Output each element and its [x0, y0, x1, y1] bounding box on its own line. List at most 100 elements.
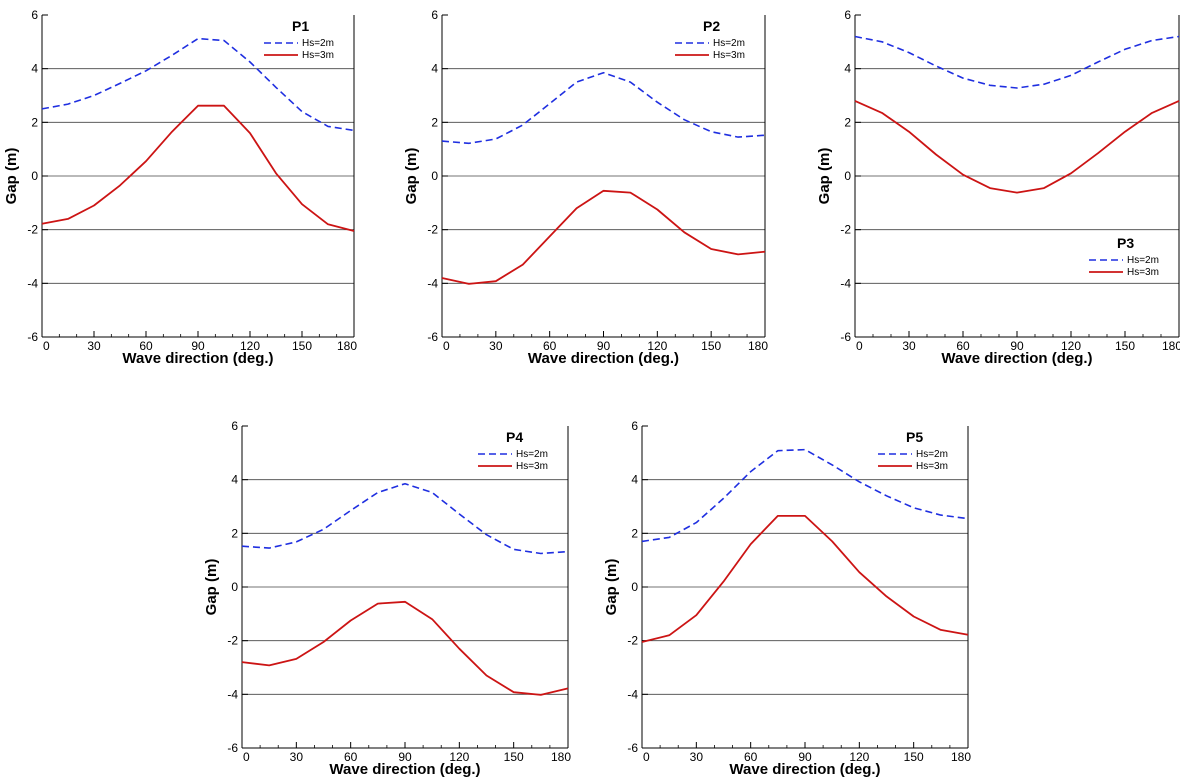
y-axis-label: Gap (m): [3, 148, 20, 205]
x-tick-label: 0: [43, 339, 50, 353]
x-tick-label: 180: [748, 339, 768, 353]
x-tick-label: 120: [849, 750, 869, 764]
x-tick-label: 30: [690, 750, 704, 764]
legend-label-hs2m: Hs=2m: [1127, 255, 1159, 266]
y-axis-label: Gap (m): [816, 148, 833, 205]
x-tick-label: 150: [904, 750, 924, 764]
y-tick-label: 4: [231, 473, 238, 487]
y-tick-label: -6: [227, 741, 238, 755]
x-tick-label: 150: [504, 750, 524, 764]
x-tick-label: 60: [744, 750, 758, 764]
y-tick-label: 4: [431, 62, 438, 76]
x-tick-label: 90: [398, 750, 412, 764]
y-tick-label: -2: [27, 223, 38, 237]
y-axis-label: Gap (m): [403, 148, 420, 205]
y-tick-label: 2: [31, 115, 38, 129]
x-tick-label: 0: [856, 339, 863, 353]
series-line-hs2m: [641, 448, 969, 543]
x-tick-label: 30: [87, 339, 101, 353]
y-tick-label: -2: [840, 223, 851, 237]
y-tick-label: 6: [431, 8, 438, 22]
y-tick-label: 0: [31, 169, 38, 183]
y-tick-label: -4: [627, 687, 638, 701]
x-tick-label: 60: [543, 339, 557, 353]
x-tick-label: 150: [701, 339, 721, 353]
y-tick-label: 6: [631, 419, 638, 433]
legend-label-hs3m: Hs=3m: [713, 50, 745, 61]
series-line-hs3m: [641, 515, 969, 643]
x-tick-label: 180: [1162, 339, 1180, 353]
legend-label-hs3m: Hs=3m: [302, 50, 334, 61]
legend-label-hs2m: Hs=2m: [916, 449, 948, 460]
y-axis-label: Gap (m): [603, 559, 620, 616]
y-tick-label: -6: [427, 330, 438, 344]
x-tick-label: 120: [449, 750, 469, 764]
x-tick-label: 120: [1061, 339, 1081, 353]
x-tick-label: 180: [951, 750, 971, 764]
y-tick-label: 6: [31, 8, 38, 22]
y-tick-label: 4: [631, 473, 638, 487]
series-line-hs3m: [241, 600, 569, 696]
x-axis-label: Wave direction (deg.): [329, 761, 480, 778]
x-tick-label: 120: [647, 339, 667, 353]
x-axis-label: Wave direction (deg.): [528, 350, 679, 367]
y-tick-label: -6: [627, 741, 638, 755]
x-axis-label: Wave direction (deg.): [729, 761, 880, 778]
x-tick-label: 30: [489, 339, 503, 353]
y-tick-label: -4: [840, 276, 851, 290]
x-axis-label: Wave direction (deg.): [941, 350, 1092, 367]
panel-title: P5: [906, 429, 923, 445]
y-tick-label: 0: [844, 169, 851, 183]
x-tick-label: 0: [243, 750, 250, 764]
x-tick-label: 30: [902, 339, 916, 353]
y-tick-label: 0: [231, 580, 238, 594]
series-line-hs3m: [41, 104, 355, 232]
legend-label-hs2m: Hs=2m: [713, 38, 745, 49]
y-tick-label: 6: [844, 8, 851, 22]
x-tick-label: 120: [240, 339, 260, 353]
y-tick-label: -2: [627, 634, 638, 648]
y-tick-label: 2: [844, 115, 851, 129]
panel-title: P2: [703, 18, 720, 34]
series-line-hs3m: [854, 100, 1180, 194]
x-tick-label: 60: [139, 339, 153, 353]
y-tick-label: 2: [231, 526, 238, 540]
y-tick-label: 6: [231, 419, 238, 433]
y-tick-label: -4: [427, 276, 438, 290]
y-tick-label: 0: [631, 580, 638, 594]
series-line-hs2m: [241, 482, 569, 555]
x-tick-label: 90: [191, 339, 205, 353]
x-tick-label: 60: [956, 339, 970, 353]
legend-label-hs3m: Hs=3m: [1127, 267, 1159, 278]
x-axis-label: Wave direction (deg.): [122, 350, 273, 367]
x-tick-label: 90: [1010, 339, 1024, 353]
legend-label-hs3m: Hs=3m: [916, 461, 948, 472]
x-tick-label: 90: [597, 339, 611, 353]
x-tick-label: 180: [551, 750, 571, 764]
series-line-hs2m: [854, 35, 1180, 89]
series-line-hs2m: [441, 71, 766, 145]
y-tick-label: 2: [631, 526, 638, 540]
y-tick-label: 0: [431, 169, 438, 183]
panel-title: P1: [292, 18, 309, 34]
y-tick-label: 4: [31, 62, 38, 76]
y-tick-label: 2: [431, 115, 438, 129]
panel-title: P3: [1117, 235, 1134, 251]
y-tick-label: -2: [427, 223, 438, 237]
legend-label-hs2m: Hs=2m: [302, 38, 334, 49]
x-tick-label: 90: [798, 750, 812, 764]
y-tick-label: -4: [27, 276, 38, 290]
y-tick-label: 4: [844, 62, 851, 76]
x-tick-label: 60: [344, 750, 358, 764]
x-tick-label: 0: [443, 339, 450, 353]
y-tick-label: -6: [27, 330, 38, 344]
x-tick-label: 0: [643, 750, 650, 764]
legend-label-hs3m: Hs=3m: [516, 461, 548, 472]
x-tick-label: 150: [292, 339, 312, 353]
y-tick-label: -6: [840, 330, 851, 344]
